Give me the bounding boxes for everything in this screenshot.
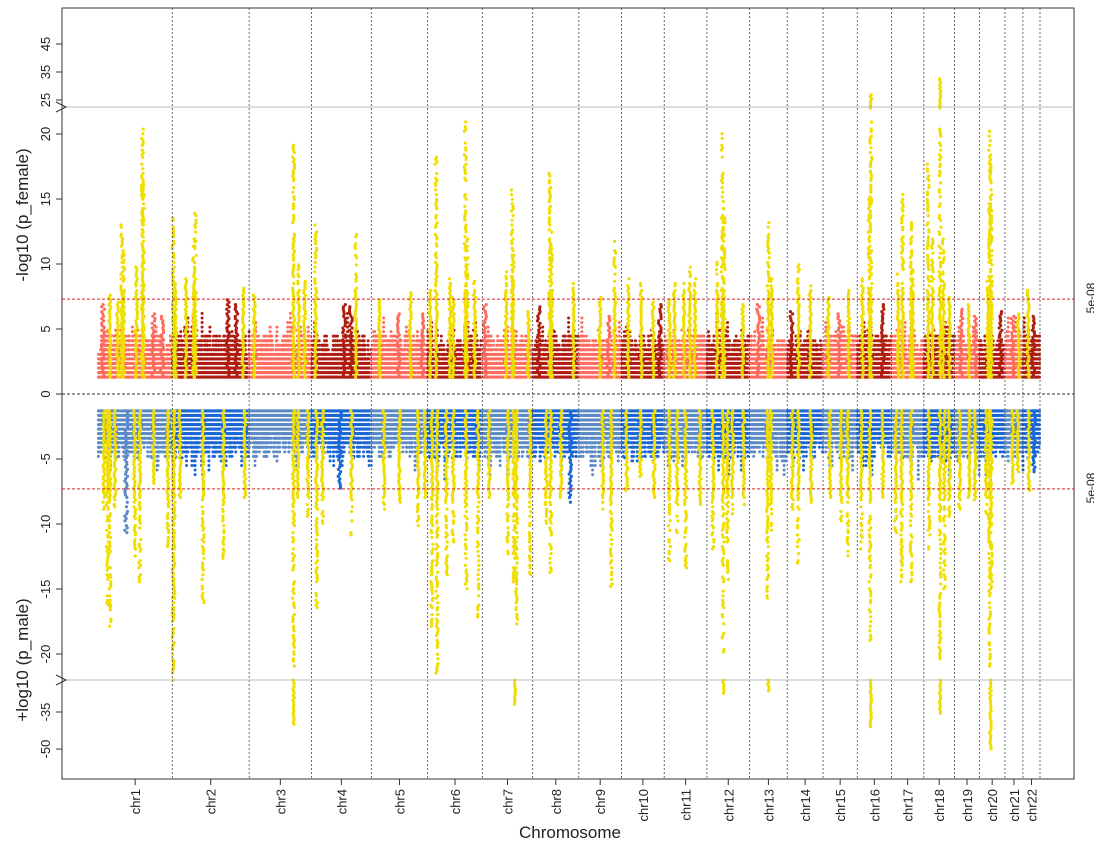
- data-point: [157, 459, 160, 462]
- data-point: [125, 531, 128, 534]
- data-point: [159, 350, 162, 353]
- data-point: [128, 344, 131, 347]
- data-point: [207, 455, 210, 458]
- data-point: [126, 526, 129, 529]
- data-point: [100, 357, 103, 360]
- data-point: [208, 446, 211, 449]
- data-point: [194, 464, 197, 467]
- data-point: [215, 335, 218, 338]
- data-point: [201, 330, 204, 333]
- data-point: [194, 473, 197, 476]
- data-point: [208, 344, 211, 347]
- data-point: [207, 469, 210, 472]
- data-point: [128, 339, 131, 342]
- data-point: [128, 335, 131, 338]
- data-point: [103, 308, 106, 311]
- data-point: [179, 335, 182, 338]
- data-point: [153, 324, 156, 327]
- data-point: [97, 455, 100, 458]
- data-point: [128, 353, 131, 356]
- data-point: [126, 501, 129, 504]
- data-point: [159, 340, 162, 343]
- data-point: [146, 450, 149, 453]
- data-point: [159, 369, 162, 372]
- data-point: [151, 326, 154, 329]
- data-point: [146, 455, 149, 458]
- data-point: [201, 321, 204, 324]
- data-point: [131, 330, 134, 333]
- data-point: [179, 330, 182, 333]
- data-point: [117, 450, 120, 453]
- data-point: [197, 450, 200, 453]
- data-point: [207, 459, 210, 462]
- data-point: [100, 310, 103, 313]
- data-point: [151, 322, 154, 325]
- data-point: [208, 326, 211, 329]
- data-point: [117, 455, 120, 458]
- data-point: [160, 315, 163, 318]
- data-point: [186, 450, 189, 453]
- data-point: [185, 464, 188, 467]
- data-point: [197, 446, 200, 449]
- data-point: [223, 335, 226, 338]
- data-point: [99, 446, 102, 449]
- data-point: [194, 469, 197, 472]
- data-point: [143, 446, 146, 449]
- data-point: [117, 446, 120, 449]
- data-point: [148, 339, 151, 342]
- data-point: [128, 348, 131, 351]
- data-point: [185, 455, 188, 458]
- data-point: [151, 373, 154, 376]
- data-point: [146, 446, 149, 449]
- data-point: [153, 312, 156, 315]
- data-point: [220, 455, 223, 458]
- data-point: [220, 441, 223, 444]
- data-point: [218, 335, 221, 338]
- data-point: [185, 459, 188, 462]
- data-point: [102, 303, 105, 306]
- data-point: [201, 335, 204, 338]
- data-point: [207, 450, 210, 453]
- data-point: [201, 326, 204, 329]
- data-point: [123, 519, 126, 522]
- data-point: [201, 317, 204, 320]
- data-point: [201, 312, 204, 315]
- data-point: [208, 339, 211, 342]
- data-point: [125, 496, 128, 499]
- data-point: [225, 446, 228, 449]
- data-point: [156, 469, 159, 472]
- data-point: [160, 333, 163, 336]
- data-point: [131, 326, 134, 329]
- data-point: [126, 426, 129, 429]
- data-point: [213, 455, 216, 458]
- data-point: [157, 464, 160, 467]
- data-point: [195, 455, 198, 458]
- data-point: [157, 455, 160, 458]
- data-point: [208, 335, 211, 338]
- data-point: [207, 464, 210, 467]
- data-point: [208, 330, 211, 333]
- data-point: [123, 529, 126, 532]
- data-point: [212, 335, 215, 338]
- data-point: [194, 459, 197, 462]
- data-point: [125, 505, 128, 508]
